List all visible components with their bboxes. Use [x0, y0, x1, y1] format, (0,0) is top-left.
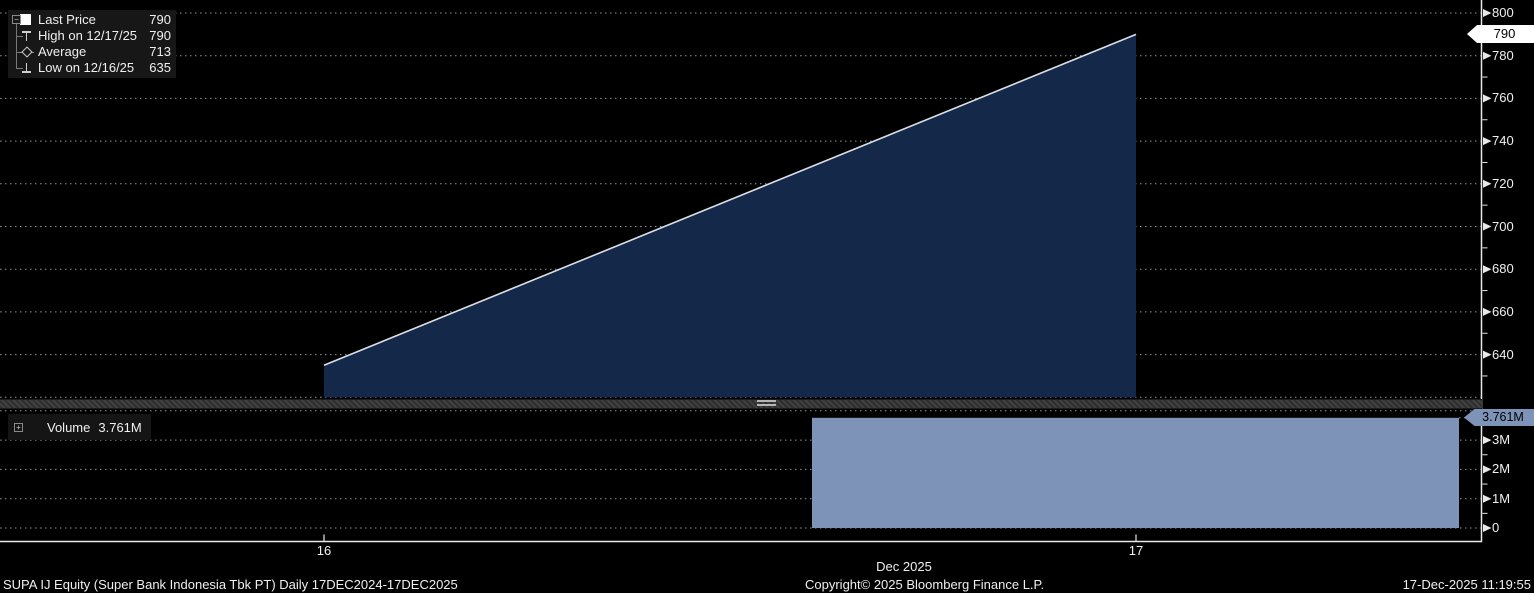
y-axis-major-tick [1483, 265, 1492, 274]
x-axis-tick-label-17: 17 [1128, 543, 1144, 558]
y-axis-major-tick [1483, 94, 1492, 103]
y-axis-major-tick [1483, 179, 1492, 188]
legend-value: 790 [149, 12, 171, 27]
legend-tree-connector [16, 24, 17, 68]
volume-axis-tick-label: 1M [1492, 490, 1511, 506]
legend-value: 635 [149, 60, 171, 75]
timestamp: 17-Dec-2025 11:19:55 [1402, 577, 1531, 592]
y-axis-major-tick [1483, 9, 1492, 17]
y-axis-major-tick [1483, 350, 1492, 359]
y-axis-major-tick [1483, 307, 1492, 316]
x-axis-tick-label-16: 16 [316, 543, 332, 558]
legend-label: High on 12/17/25 [38, 28, 138, 43]
y-axis-major-tick [1483, 494, 1492, 503]
panel-divider[interactable] [0, 399, 1482, 409]
legend-tree-connector [16, 68, 23, 69]
price-axis-tick-label: 740 [1492, 133, 1514, 149]
y-axis-major-tick [1483, 524, 1492, 532]
y-axis-major-tick [1483, 222, 1492, 231]
volume-swatch-icon [29, 421, 41, 433]
legend-label: Last Price [38, 12, 96, 27]
legend-value: 790 [149, 28, 171, 43]
legend-tree-connector [16, 36, 23, 37]
price-legend: − Last Price 790 High on 12/17/25 790 Av… [8, 10, 176, 78]
last-price-axis-tag: 790 [1467, 25, 1534, 43]
volume-legend-label: Volume [47, 419, 91, 435]
copyright-text: Copyright© 2025 Bloomberg Finance L.P. [805, 577, 1045, 592]
high-whisker-icon [22, 31, 31, 41]
status-bar: SUPA IJ Equity (Super Bank Indonesia Tbk… [0, 577, 1534, 593]
price-area-series[interactable] [324, 34, 1136, 398]
volume-axis-tick-label: 0 [1492, 520, 1500, 535]
price-axis-tick-label: 640 [1492, 346, 1514, 362]
legend-row-high[interactable]: High on 12/17/25 790 [8, 28, 176, 44]
panel-divider-grip[interactable] [757, 400, 776, 406]
volume-axis-tick-label: 3M [1492, 432, 1511, 448]
average-diamond-icon [19, 46, 34, 58]
last-volume-axis-tag: 3.761M [1464, 409, 1534, 426]
y-axis-major-tick [1483, 436, 1492, 445]
price-axis-tick-label: 760 [1492, 90, 1514, 106]
price-axis-tick-label: 780 [1492, 47, 1514, 63]
x-axis-month-label: Dec 2025 [876, 559, 932, 574]
price-axis-tick-label: 700 [1492, 218, 1514, 234]
y-axis-major-tick [1483, 51, 1492, 60]
volume-legend-value: 3.761M [98, 419, 142, 435]
legend-label: Average [38, 44, 87, 59]
security-description: SUPA IJ Equity (Super Bank Indonesia Tbk… [3, 577, 458, 592]
price-line-series[interactable] [323, 33, 1137, 367]
low-whisker-icon [22, 63, 31, 73]
legend-row-average[interactable]: Average 713 [8, 44, 176, 60]
price-axis-tick-label: 800 [1492, 5, 1514, 20]
last-price-square-icon [20, 14, 31, 25]
legend-row-low[interactable]: Low on 12/16/25 635 [8, 60, 176, 76]
price-axis-tick-label: 680 [1492, 261, 1514, 277]
volume-axis-tick-label: 2M [1492, 461, 1511, 477]
collapse-legend-icon[interactable]: − [12, 15, 21, 24]
legend-value: 713 [149, 44, 171, 59]
price-axis-tick-label: 720 [1492, 175, 1514, 191]
price-axis-tick-label: 660 [1492, 303, 1514, 319]
volume-bar[interactable] [812, 417, 1459, 528]
legend-label: Low on 12/16/25 [38, 60, 135, 75]
y-axis-major-tick [1483, 465, 1492, 474]
volume-legend[interactable]: + Volume 3.761M [8, 414, 151, 440]
y-axis-major-tick [1483, 137, 1492, 146]
legend-row-last-price[interactable]: Last Price 790 [8, 12, 176, 28]
expand-legend-icon[interactable]: + [14, 422, 23, 432]
